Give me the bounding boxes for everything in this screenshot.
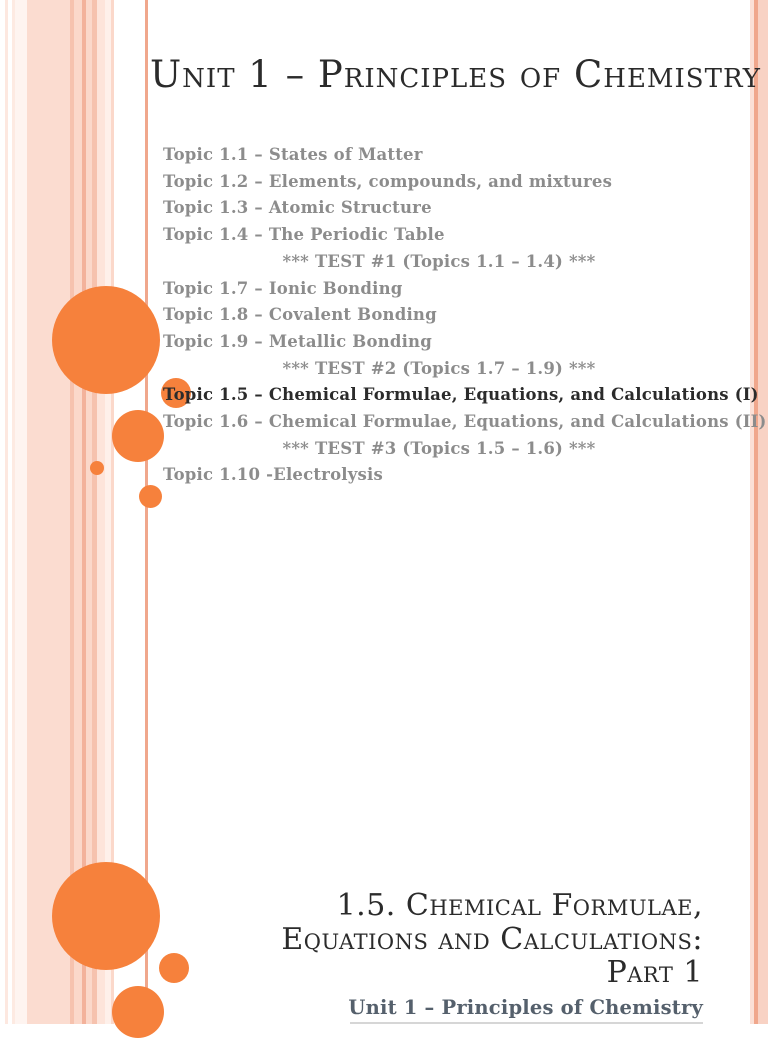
slide2-title-line2: Equations and Calculations:: [281, 921, 703, 957]
topic-list-item: Topic 1.3 – Atomic Structure: [163, 198, 432, 218]
topic-list-item: Topic 1.6 – Chemical Formulae, Equations…: [163, 412, 767, 432]
decorative-circle-large-bottom: [52, 862, 160, 970]
decorative-circle-tiny-top: [139, 485, 162, 508]
topic-list-item: Topic 1.2 – Elements, compounds, and mix…: [163, 171, 613, 191]
topic-list-item: Topic 1.8 – Covalent Bonding: [163, 305, 437, 325]
left-stripe-decoration: [0, 0, 150, 1024]
decorative-circle-dot-top: [90, 461, 104, 475]
slide2-title: 1.5. Chemical Formulae, Equations and Ca…: [281, 889, 703, 990]
right-stripe-decoration: [750, 0, 768, 1024]
topic-list: Topic 1.1 – States of Matter Topic 1.2 –…: [163, 142, 767, 489]
decorative-circle-small-top: [161, 378, 191, 408]
decorative-circle-large-top: [52, 286, 160, 394]
topic-list-item-current: Topic 1.5 – Chemical Formulae, Equations…: [163, 385, 759, 405]
slide2-title-line3: Part 1: [606, 955, 703, 990]
slide1-title: Unit 1 – Principles of Chemistry: [150, 53, 761, 96]
test-divider: *** TEST #1 (Topics 1.1 – 1.4) ***: [282, 251, 596, 271]
slide2-subtitle: Unit 1 – Principles of Chemistry: [348, 996, 703, 1019]
slide2-title-line1: 1.5. Chemical Formulae,: [336, 888, 703, 923]
topic-list-item: Topic 1.1 – States of Matter: [163, 145, 423, 164]
decorative-circle-medium-top: [112, 410, 164, 462]
topic-list-item: Topic 1.7 – Ionic Bonding: [163, 278, 403, 298]
topic-list-item: Topic 1.10 -Electrolysis: [163, 465, 383, 485]
topic-list-item: Topic 1.4 – The Periodic Table: [163, 225, 445, 245]
test-divider: *** TEST #2 (Topics 1.7 – 1.9) ***: [282, 358, 596, 378]
decorative-circle-small-bottom: [159, 953, 189, 983]
cut-off-next-line: [350, 1022, 703, 1024]
test-divider: *** TEST #3 (Topics 1.5 – 1.6) ***: [282, 438, 596, 458]
decorative-circle-medium-bottom: [112, 986, 164, 1038]
topic-list-item: Topic 1.9 – Metallic Bonding: [163, 331, 432, 351]
